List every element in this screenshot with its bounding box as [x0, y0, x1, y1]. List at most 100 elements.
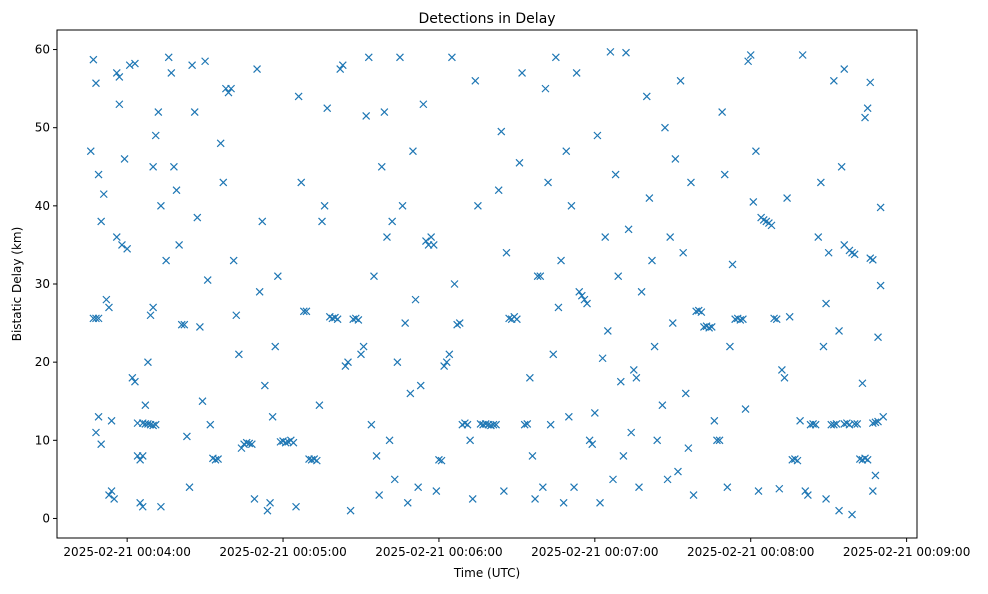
data-point [375, 491, 384, 499]
data-point [601, 233, 610, 242]
data-point [770, 314, 779, 323]
data-point [723, 483, 732, 492]
data-point [616, 377, 625, 386]
data-point [715, 436, 724, 445]
data-point [149, 421, 158, 430]
data-point [863, 104, 872, 113]
data-point [380, 108, 389, 116]
data-point [632, 373, 641, 382]
data-point [396, 53, 404, 62]
data-point [157, 201, 165, 210]
data-point [247, 440, 256, 449]
data-point [206, 420, 215, 429]
data-point [853, 419, 862, 428]
data-point [879, 412, 888, 421]
data-point [102, 295, 111, 304]
data-point [648, 256, 656, 265]
data-point [370, 272, 378, 281]
data-point [429, 240, 438, 249]
data-point [377, 162, 386, 171]
data-point [674, 467, 682, 476]
data-point [224, 88, 233, 97]
data-point [829, 420, 838, 429]
data-point [383, 233, 391, 242]
data-point [850, 250, 859, 259]
x-tick-label: 2025-02-21 00:05:00 [219, 545, 346, 559]
data-point [242, 438, 251, 447]
data-point [583, 299, 591, 308]
data-point [182, 432, 191, 441]
data-point [562, 147, 571, 156]
data-point [341, 362, 350, 370]
data-point [164, 53, 173, 62]
data-point [362, 112, 371, 120]
data-point [713, 436, 721, 445]
data-point [177, 320, 186, 329]
data-point [629, 366, 638, 374]
data-point [419, 100, 428, 109]
data-point [614, 272, 623, 281]
data-point [619, 452, 628, 460]
data-point [824, 248, 833, 257]
data-point [816, 178, 825, 187]
data-point [588, 440, 597, 449]
data-point [783, 194, 792, 202]
data-point [409, 147, 417, 156]
data-point [120, 155, 129, 163]
data-point [580, 295, 589, 304]
data-point [705, 323, 714, 332]
data-point [118, 240, 126, 249]
data-point [611, 170, 620, 179]
data-point [105, 491, 113, 499]
data-point [697, 308, 706, 317]
data-point [728, 260, 737, 269]
data-point [219, 178, 228, 187]
x-tick-label: 2025-02-21 00:06:00 [375, 545, 502, 559]
data-point [798, 51, 807, 59]
data-point [707, 323, 716, 331]
data-point [523, 419, 532, 428]
data-point [214, 455, 223, 463]
x-tick-label: 2025-02-21 00:08:00 [687, 545, 814, 559]
data-point [741, 405, 750, 413]
x-tick-label: 2025-02-21 00:04:00 [63, 545, 190, 559]
data-point [744, 57, 753, 66]
data-point [232, 311, 241, 320]
data-point [128, 373, 137, 382]
data-point [858, 379, 867, 388]
data-point [180, 320, 189, 329]
data-point [687, 178, 695, 187]
data-point [442, 358, 451, 367]
data-point [866, 78, 875, 87]
data-point [253, 65, 261, 74]
data-point [338, 61, 347, 70]
data-point [538, 483, 547, 492]
data-points [86, 47, 888, 519]
data-point [505, 314, 514, 323]
data-point [125, 61, 134, 70]
data-point [323, 104, 332, 113]
data-point [115, 100, 124, 109]
data-point [432, 487, 441, 496]
data-point [151, 131, 160, 140]
data-point [671, 155, 680, 163]
data-point [414, 483, 423, 492]
data-point [801, 487, 810, 496]
data-point [372, 452, 381, 460]
data-point [473, 201, 482, 210]
data-point [435, 455, 443, 464]
data-point [302, 307, 311, 316]
data-point [190, 108, 199, 116]
data-point [138, 502, 147, 511]
data-point [162, 256, 171, 265]
data-point [840, 65, 849, 74]
data-point [564, 412, 573, 421]
data-point [112, 233, 121, 242]
data-point [318, 217, 326, 226]
data-point [499, 487, 508, 496]
data-point [554, 303, 563, 312]
data-point [559, 498, 568, 507]
data-point [876, 203, 885, 212]
data-point [624, 225, 633, 234]
data-point [837, 162, 846, 171]
